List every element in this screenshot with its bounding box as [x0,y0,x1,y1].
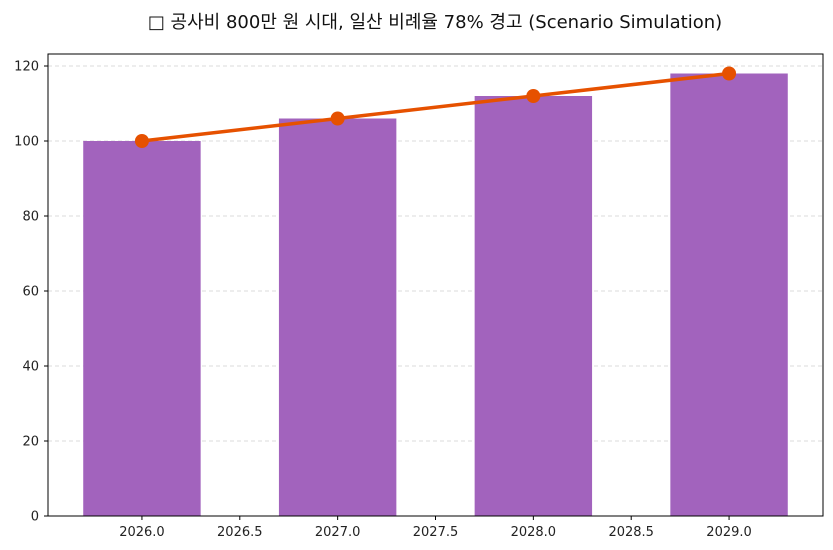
line-point-2029 [722,66,737,81]
x-tick-label: 2027.0 [315,525,361,540]
line-point-2028 [526,89,541,103]
chart-title: □ 공사비 800만 원 시대, 일산 비례율 78% 경고 (Scenario… [147,12,723,33]
y-tick-label: 40 [22,360,39,375]
bar-2028 [474,96,593,516]
x-tick-label: 2028.5 [608,525,654,540]
bar-2027 [278,118,397,516]
y-tick-label: 100 [14,135,39,150]
x-tick-label: 2028.0 [511,525,557,540]
x-tick-label: 2026.5 [217,525,263,540]
y-tick-label: 0 [31,510,39,525]
y-tick-label: 80 [22,210,39,225]
y-tick-label: 60 [22,285,39,300]
x-tick-label: 2026.0 [119,525,165,540]
line-point-2026 [134,134,149,148]
y-tick-label: 20 [22,435,39,450]
y-tick-label: 120 [14,60,39,75]
x-tick-label: 2027.5 [413,525,459,540]
x-tick-label: 2029.0 [706,525,752,540]
bar-2026 [83,141,201,516]
axes-frame [47,53,824,517]
line-series [141,71,730,143]
bar-2029 [670,73,788,516]
line-point-2027 [330,111,345,126]
